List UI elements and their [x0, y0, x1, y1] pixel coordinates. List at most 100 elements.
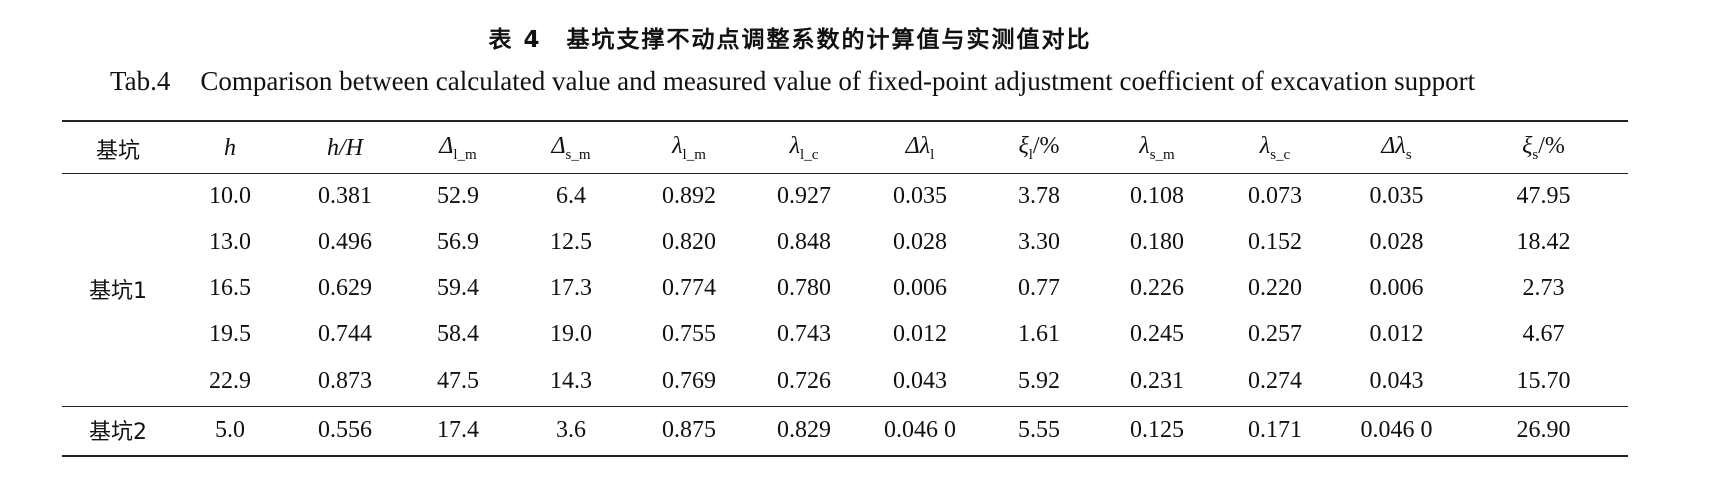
- table-cell: 0.780: [777, 274, 831, 301]
- table-cell: 14.3: [550, 367, 592, 394]
- column-header: λs_m: [1139, 133, 1175, 163]
- table-row: 基坑2 5.0 0.556 17.4 3.6 0.875 0.829 0.046 0 5.55 0…: [62, 405, 1628, 455]
- table-cell: 0.755: [662, 320, 716, 347]
- table-cell: 47.95: [1516, 182, 1571, 209]
- table-cell: 0.77: [1018, 274, 1060, 301]
- table-cell: 0.012: [1369, 320, 1424, 347]
- table-cell: 13.0: [209, 228, 251, 255]
- table-cell: 15.70: [1516, 367, 1571, 394]
- column-header: λl_c: [789, 133, 819, 163]
- table-cell: 0.171: [1248, 416, 1302, 443]
- table-cell: 5.0: [215, 416, 245, 443]
- table-cell: 0.873: [318, 367, 372, 394]
- group-label: 基坑2: [89, 420, 147, 445]
- table-cell: 0.892: [662, 182, 716, 209]
- table-row: 22.9 0.873 47.5 14.3 0.769 0.726 0.043 5.92 0.23…: [62, 357, 1628, 405]
- table-cell: 18.42: [1516, 228, 1571, 255]
- table-header-rule: [62, 173, 1628, 174]
- table-cell: 19.5: [209, 320, 251, 347]
- table-row: 16.5 0.629 59.4 17.3 0.774 0.780 0.006 0.77 0.22…: [62, 265, 1628, 311]
- table-cell: 0.180: [1130, 228, 1184, 255]
- table-cell: 0.028: [1369, 228, 1424, 255]
- table-cell: 0.629: [318, 274, 372, 301]
- table-cell: 0.769: [662, 367, 716, 394]
- table-cell: 0.046 0: [884, 416, 956, 443]
- table-cell: 58.4: [437, 320, 479, 347]
- table-caption-text: Comparison between calculated value and …: [200, 66, 1476, 96]
- table-cell: 0.006: [1369, 274, 1424, 301]
- table-cell: 5.92: [1018, 367, 1060, 394]
- table-number-label: Tab.4: [110, 66, 171, 96]
- table-cell: 0.108: [1130, 182, 1184, 209]
- comparison-table: 基坑 h h/H Δl_m Δs_m λl_m λl_c Δλl ξl/% λs_m λs_c Δλs…: [62, 124, 1628, 455]
- table-bottom-rule: [62, 455, 1628, 457]
- table-cell: 0.496: [318, 228, 372, 255]
- table-cell: 26.90: [1516, 416, 1571, 443]
- column-header: Δλl: [905, 133, 935, 163]
- table-cell: 0.829: [777, 416, 831, 443]
- table-cell: 5.55: [1018, 416, 1060, 443]
- table-cell: 0.152: [1248, 228, 1302, 255]
- table-cell: 0.274: [1248, 367, 1302, 394]
- table-cell: 0.035: [893, 182, 947, 209]
- table-cell: 0.820: [662, 228, 716, 255]
- column-header: λs_c: [1259, 133, 1291, 163]
- table-cell: 2.73: [1522, 274, 1565, 301]
- table-cell: 6.4: [556, 182, 586, 209]
- table-cell: 0.028: [893, 228, 947, 255]
- table-cell: 0.043: [893, 367, 947, 394]
- table-cell: 0.035: [1369, 182, 1424, 209]
- column-header: ξl/%: [1018, 133, 1060, 163]
- table-cell: 0.875: [662, 416, 716, 443]
- table-cell: 0.245: [1130, 320, 1184, 347]
- table-caption-english: Tab.4 Comparison between calculated value…: [0, 66, 1719, 97]
- table-cell: 0.744: [318, 320, 372, 347]
- table-cell: 19.0: [550, 320, 592, 347]
- column-header: h/H: [327, 135, 363, 161]
- table-cell: 0.726: [777, 367, 831, 394]
- table-cell: 0.006: [893, 274, 947, 301]
- column-header: 基坑: [95, 138, 140, 164]
- column-header: h: [224, 135, 236, 161]
- table-cell: 0.012: [893, 320, 947, 347]
- table-group-rule: [62, 406, 1628, 407]
- column-header: λl_m: [672, 133, 706, 163]
- table-cell: 4.67: [1522, 320, 1565, 347]
- column-header: Δλs: [1381, 133, 1412, 163]
- table-cell: 0.046 0: [1360, 416, 1433, 443]
- table-cell: 22.9: [209, 367, 251, 394]
- table-cell: 10.0: [209, 182, 251, 209]
- table-cell: 1.61: [1018, 320, 1060, 347]
- table-cell: 59.4: [437, 274, 479, 301]
- table-body: 基坑1 10.0 0.381 52.9 6.4 0.892 0.927 0.035 3.78 0.…: [62, 173, 1628, 455]
- table-cell: 3.30: [1018, 228, 1060, 255]
- column-header: ξs/%: [1522, 133, 1565, 163]
- table-cell: 0.073: [1248, 182, 1302, 209]
- table-cell: 12.5: [550, 228, 592, 255]
- table-cell: 0.226: [1130, 274, 1184, 301]
- table-cell: 0.556: [318, 416, 372, 443]
- table-cell: 52.9: [437, 182, 479, 209]
- table-cell: 56.9: [437, 228, 479, 255]
- table-cell: 0.774: [662, 274, 716, 301]
- table-row: 19.5 0.744 58.4 19.0 0.755 0.743 0.012 1.61 0.24…: [62, 311, 1628, 357]
- table-cell: 17.3: [550, 274, 592, 301]
- table-cell: 0.257: [1248, 320, 1302, 347]
- table-cell: 3.6: [556, 416, 586, 443]
- table-cell: 0.848: [777, 228, 831, 255]
- column-header: Δs_m: [551, 133, 591, 163]
- table-cell: 0.381: [318, 182, 372, 209]
- header-row: 基坑 h h/H Δl_m Δs_m λl_m λl_c Δλl ξl/% λs_m λs_c Δλs…: [62, 124, 1628, 173]
- table-row: 基坑1 10.0 0.381 52.9 6.4 0.892 0.927 0.035 3.78 0.…: [62, 173, 1628, 305]
- table-row: 13.0 0.496 56.9 12.5 0.820 0.848 0.028 3.30 0.18…: [62, 219, 1628, 265]
- table-top-rule: [62, 120, 1628, 122]
- table-cell: 0.743: [777, 320, 831, 347]
- table-caption-chinese: 表 4 基坑支撑不动点调整系数的计算值与实测值对比: [488, 27, 1092, 53]
- table-cell: 0.125: [1130, 416, 1184, 443]
- column-header: Δl_m: [439, 133, 477, 163]
- table-cell: 47.5: [437, 367, 479, 394]
- table-cell: 3.78: [1018, 182, 1060, 209]
- table-cell: 17.4: [437, 416, 479, 443]
- table-cell: 0.231: [1130, 367, 1184, 394]
- table-cell: 0.043: [1369, 367, 1424, 394]
